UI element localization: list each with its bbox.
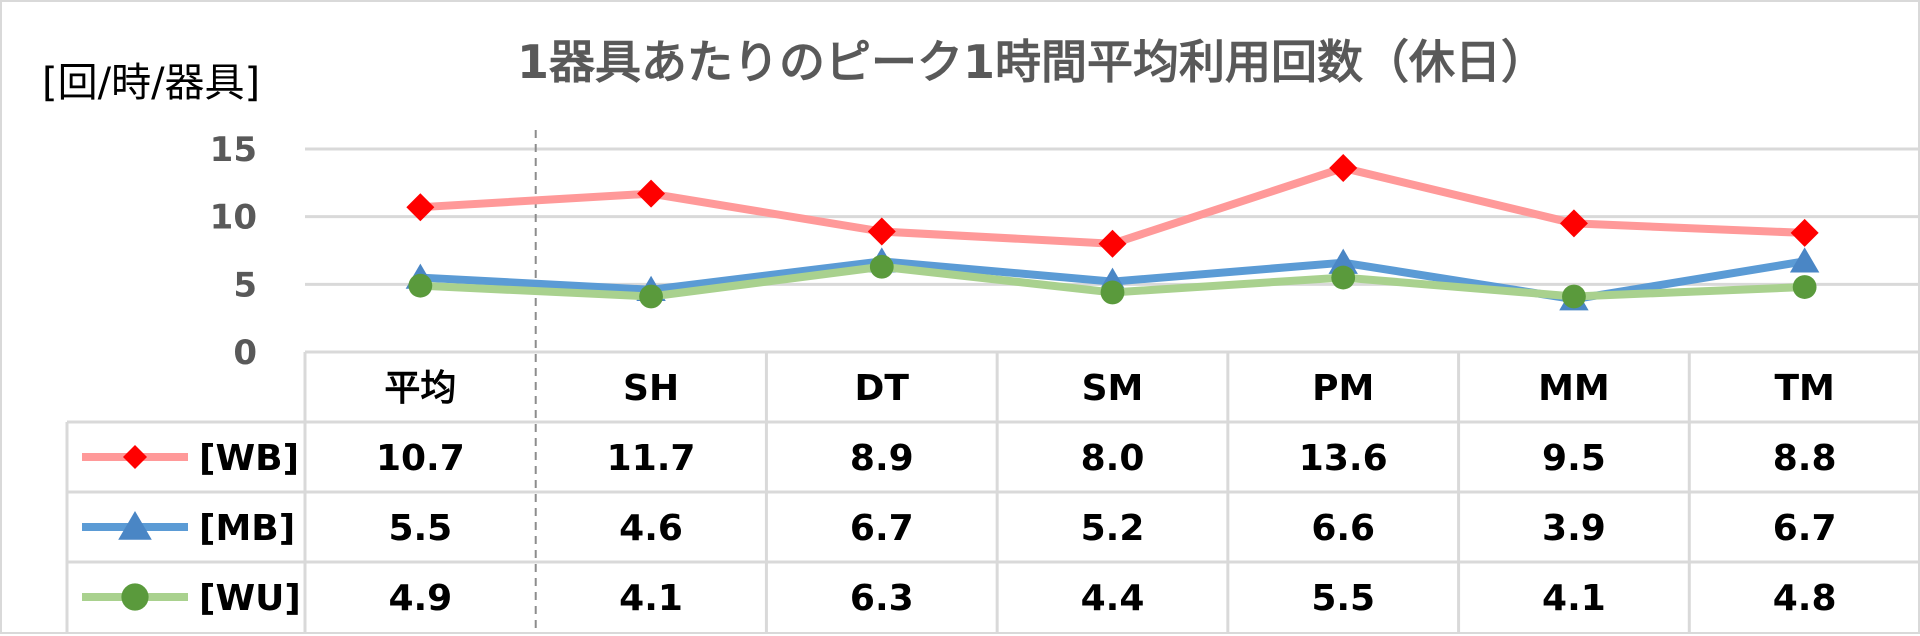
table-cell-value: 3.9 [1542, 508, 1606, 549]
category-label: SH [623, 368, 679, 409]
table-cell-value: 6.6 [1311, 508, 1375, 549]
gridlines [305, 147, 1920, 286]
y-tick-label: 10 [210, 198, 257, 238]
y-tick-label: 5 [233, 265, 257, 305]
data-table: 平均 SH DT SM PM MM TM [WB] 10.7 11.7 8.9 8.0 13.6 9.5 8… [65, 130, 1920, 632]
category-label: MM [1538, 368, 1610, 409]
legend-entry: [MB] [82, 508, 295, 549]
series [408, 254, 1817, 309]
diamond-marker [1329, 153, 1358, 182]
diamond-marker [1559, 209, 1588, 238]
diamond-marker [1098, 229, 1127, 258]
diamond-marker [123, 445, 147, 469]
table-cell-value: 5.5 [1311, 578, 1375, 619]
diamond-marker [637, 179, 666, 208]
triangle-marker [1789, 247, 1820, 273]
y-tick-label: 15 [210, 130, 257, 170]
legend-label: [WB] [199, 438, 299, 479]
circle-marker [1562, 284, 1586, 309]
triangle-marker [118, 511, 152, 540]
table-cell-value: 10.7 [376, 438, 465, 479]
triangle-marker [1328, 248, 1358, 274]
table-cell-value: 8.0 [1081, 438, 1145, 479]
diamond-marker [1790, 218, 1819, 247]
y-tick-label: 0 [233, 333, 257, 373]
table-cell-value: 8.9 [850, 438, 914, 479]
circle-marker [1792, 275, 1817, 299]
category-label: PM [1312, 368, 1374, 409]
y-tick-labels: 0 5 10 15 [210, 130, 257, 373]
table-cell-value: 4.8 [1773, 578, 1837, 619]
table-cell-value: 9.5 [1542, 438, 1606, 479]
table-cell-value: 4.6 [619, 508, 683, 549]
legend-label: [MB] [199, 508, 295, 549]
category-label: DT [855, 368, 910, 409]
series-lines [405, 153, 1820, 311]
table-cell-value: 5.2 [1081, 508, 1145, 549]
category-label: 平均 [384, 368, 456, 409]
circle-marker [1331, 265, 1356, 290]
table-cell-value: 4.1 [619, 578, 683, 619]
category-label: SM [1082, 368, 1144, 409]
diamond-marker [867, 217, 896, 246]
circle-marker [1100, 280, 1125, 305]
series [406, 153, 1819, 258]
chart-title: 1器具あたりのピーク1時間平均利用回数（休日） [517, 35, 1547, 89]
table-cell-value: 4.9 [388, 578, 452, 619]
table-cell-value: 13.6 [1299, 438, 1388, 479]
diamond-marker [406, 193, 435, 222]
table-cell-value: 6.7 [850, 508, 914, 549]
table-cell-value: 6.7 [1773, 508, 1837, 549]
legend-entry: [WU] [82, 578, 301, 619]
table-cell-value: 4.1 [1542, 578, 1606, 619]
circle-marker [408, 273, 433, 298]
circle-marker [639, 284, 663, 309]
category-label: TM [1774, 368, 1834, 409]
y-axis-label: [回/時/器具] [42, 60, 260, 106]
circle-marker [121, 583, 149, 611]
table-cell-value: 6.3 [850, 578, 914, 619]
legend-label: [WU] [199, 578, 301, 619]
legend-entry: [WB] [82, 438, 299, 479]
table-cell-value: 8.8 [1773, 438, 1837, 479]
table-cell-value: 11.7 [607, 438, 696, 479]
circle-marker [869, 254, 894, 279]
table-cell-value: 4.4 [1081, 578, 1145, 619]
table-cell-value: 5.5 [388, 508, 452, 549]
